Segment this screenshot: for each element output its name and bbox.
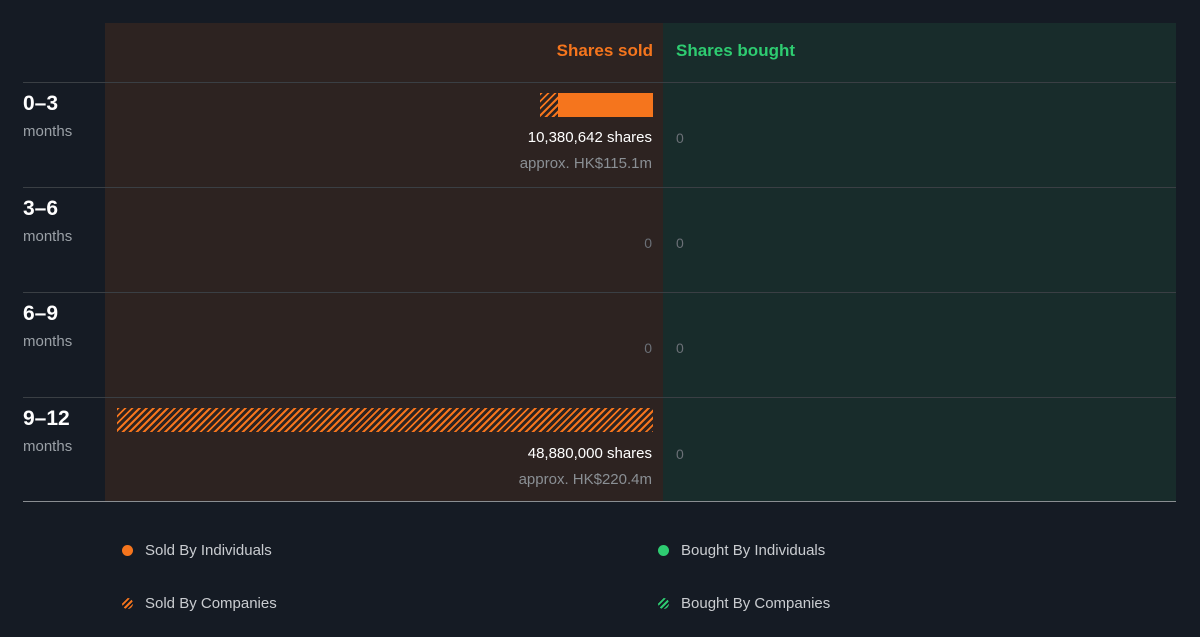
period-range: 6–9	[23, 302, 59, 325]
legend-bought-companies[interactable]: Bought By Companies	[658, 595, 830, 612]
sold-bar-0-3	[540, 93, 653, 117]
legend-label: Sold By Individuals	[145, 542, 272, 559]
period-range: 0–3	[23, 92, 59, 115]
bar-segment-sold-companies-0-3	[540, 93, 558, 117]
legend-label: Bought By Companies	[681, 595, 831, 612]
period-unit: months	[23, 228, 73, 245]
period-range: 3–6	[23, 197, 59, 220]
row-divider	[23, 292, 1176, 293]
sold-bar-9-12	[117, 408, 653, 432]
shares-bought-panel	[663, 23, 1176, 501]
period-label-6-9: 6–9 months	[23, 301, 72, 350]
period-label-0-3: 0–3 months	[23, 91, 72, 140]
bar-segment-sold-individuals-0-3	[558, 93, 653, 117]
legend-bought-individuals[interactable]: Bought By Individuals	[658, 542, 825, 559]
bought-value-6-9: 0	[676, 340, 684, 356]
period-unit: months	[23, 438, 73, 455]
row-divider	[23, 397, 1176, 398]
solid-orange-dot-icon	[122, 545, 133, 556]
period-label-3-6: 3–6 months	[23, 196, 72, 245]
row-divider	[23, 187, 1176, 188]
sold-approx-value-0-3: approx. HK$115.1m	[519, 155, 652, 172]
sold-value-6-9: 0	[644, 340, 652, 356]
hatched-green-dot-icon	[658, 598, 669, 609]
bought-value-3-6: 0	[676, 235, 684, 251]
period-unit: months	[23, 333, 73, 350]
bought-value-0-3: 0	[676, 130, 684, 146]
legend-label: Sold By Companies	[145, 595, 277, 612]
period-range: 9–12	[23, 407, 70, 430]
sold-approx-value-9-12: approx. HK$220.4m	[518, 471, 652, 488]
shares-bought-header: Shares bought	[676, 41, 796, 60]
sold-shares-9-12: 48,880,000 shares	[527, 445, 652, 462]
shares-sold-header: Shares sold	[556, 41, 653, 60]
row-divider	[23, 82, 1176, 83]
period-label-9-12: 9–12 months	[23, 406, 72, 455]
legend-sold-companies[interactable]: Sold By Companies	[122, 595, 277, 612]
sold-value-3-6: 0	[644, 235, 652, 251]
bought-value-9-12: 0	[676, 446, 684, 462]
legend-label: Bought By Individuals	[681, 542, 826, 559]
chart-baseline	[23, 501, 1176, 502]
hatched-orange-dot-icon	[122, 598, 133, 609]
sold-shares-0-3: 10,380,642 shares	[527, 129, 652, 146]
solid-green-dot-icon	[658, 545, 669, 556]
period-unit: months	[23, 123, 73, 140]
bar-segment-sold-companies-9-12	[117, 408, 653, 432]
legend-sold-individuals[interactable]: Sold By Individuals	[122, 542, 272, 559]
